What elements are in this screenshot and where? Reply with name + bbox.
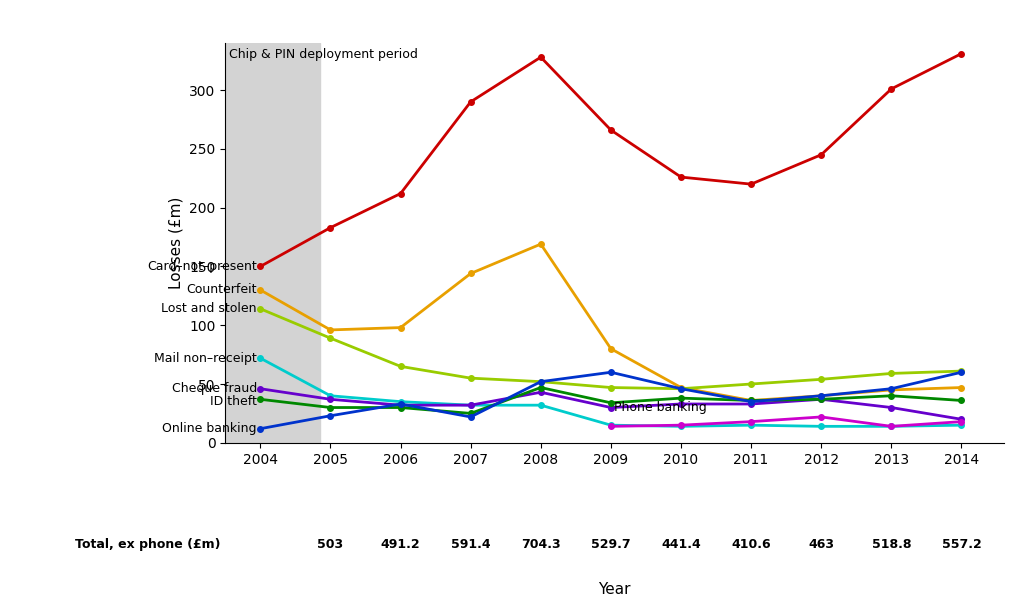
Y-axis label: Losses (£m): Losses (£m)	[169, 197, 183, 289]
Text: Card–not–present: Card–not–present	[147, 260, 257, 273]
Text: 503: 503	[317, 538, 343, 551]
Text: 410.6: 410.6	[731, 538, 771, 551]
Text: Year: Year	[598, 582, 631, 597]
Text: 463: 463	[808, 538, 835, 551]
Text: ID theft: ID theft	[210, 395, 257, 408]
Text: Lost and stolen: Lost and stolen	[162, 302, 257, 315]
Text: Phone banking: Phone banking	[614, 401, 708, 414]
Text: Cheque fraud: Cheque fraud	[172, 382, 257, 395]
Text: 557.2: 557.2	[942, 538, 981, 551]
Text: Online banking: Online banking	[163, 422, 257, 435]
Text: Chip & PIN deployment period: Chip & PIN deployment period	[228, 48, 418, 61]
Text: 529.7: 529.7	[591, 538, 631, 551]
Bar	[225, 43, 319, 443]
Text: 704.3: 704.3	[521, 538, 560, 551]
Text: Counterfeit: Counterfeit	[186, 284, 257, 296]
Text: 441.4: 441.4	[662, 538, 700, 551]
Text: Total, ex phone (£m): Total, ex phone (£m)	[75, 538, 220, 551]
Text: 518.8: 518.8	[871, 538, 911, 551]
Text: 491.2: 491.2	[381, 538, 421, 551]
Text: Mail non–receipt: Mail non–receipt	[154, 352, 257, 365]
Text: 591.4: 591.4	[451, 538, 490, 551]
